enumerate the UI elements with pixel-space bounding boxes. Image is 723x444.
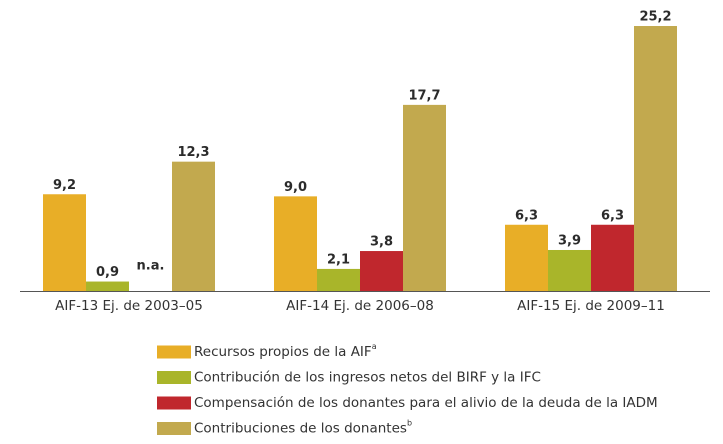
- value-label: 2,1: [327, 252, 350, 267]
- legend-swatch: [157, 345, 191, 359]
- value-label: 17,7: [408, 88, 440, 103]
- bar: [172, 161, 215, 291]
- legend-text: Contribuciones de los donantes: [194, 421, 407, 437]
- legend-swatch: [157, 396, 191, 410]
- bar: [86, 281, 129, 291]
- legend-superscript: a: [372, 342, 377, 351]
- bar: [43, 194, 86, 291]
- bar: [591, 224, 634, 291]
- value-label: n.a.: [137, 259, 165, 274]
- value-label: 6,3: [515, 208, 538, 223]
- value-label: 3,9: [558, 233, 581, 248]
- legend-superscript: b: [407, 418, 412, 427]
- bar: [505, 224, 548, 291]
- bar: [360, 251, 403, 291]
- legend-label: Contribución de los ingresos netos del B…: [194, 370, 541, 386]
- legend-label: Contribuciones de los donantesb: [194, 418, 412, 437]
- value-label: 3,8: [370, 235, 393, 250]
- legend-swatch: [157, 371, 191, 384]
- legend-swatch: [157, 422, 191, 435]
- bar: [548, 249, 591, 291]
- value-label: 12,3: [177, 145, 209, 160]
- legend-text: Recursos propios de la AIF: [194, 344, 372, 360]
- value-label: 0,9: [96, 265, 119, 280]
- value-label: 25,2: [639, 10, 671, 25]
- legend-label: Recursos propios de la AIFa: [194, 342, 377, 361]
- legend-text: Contribución de los ingresos netos del B…: [194, 370, 541, 386]
- value-label: 9,0: [284, 180, 307, 195]
- legend-text: Compensación de los donantes para el ali…: [194, 395, 658, 411]
- bar: [634, 26, 677, 292]
- x-tick-label: AIF-14 Ej. de 2006–08: [286, 298, 434, 314]
- value-label: 6,3: [601, 208, 624, 223]
- bar: [317, 268, 360, 291]
- legend-label: Compensación de los donantes para el ali…: [194, 395, 658, 411]
- value-label: 9,2: [53, 178, 76, 193]
- bar: [274, 196, 317, 291]
- bar: [403, 104, 446, 292]
- x-tick-label: AIF-15 Ej. de 2009–11: [517, 298, 665, 314]
- x-tick-label: AIF-13 Ej. de 2003–05: [55, 298, 203, 314]
